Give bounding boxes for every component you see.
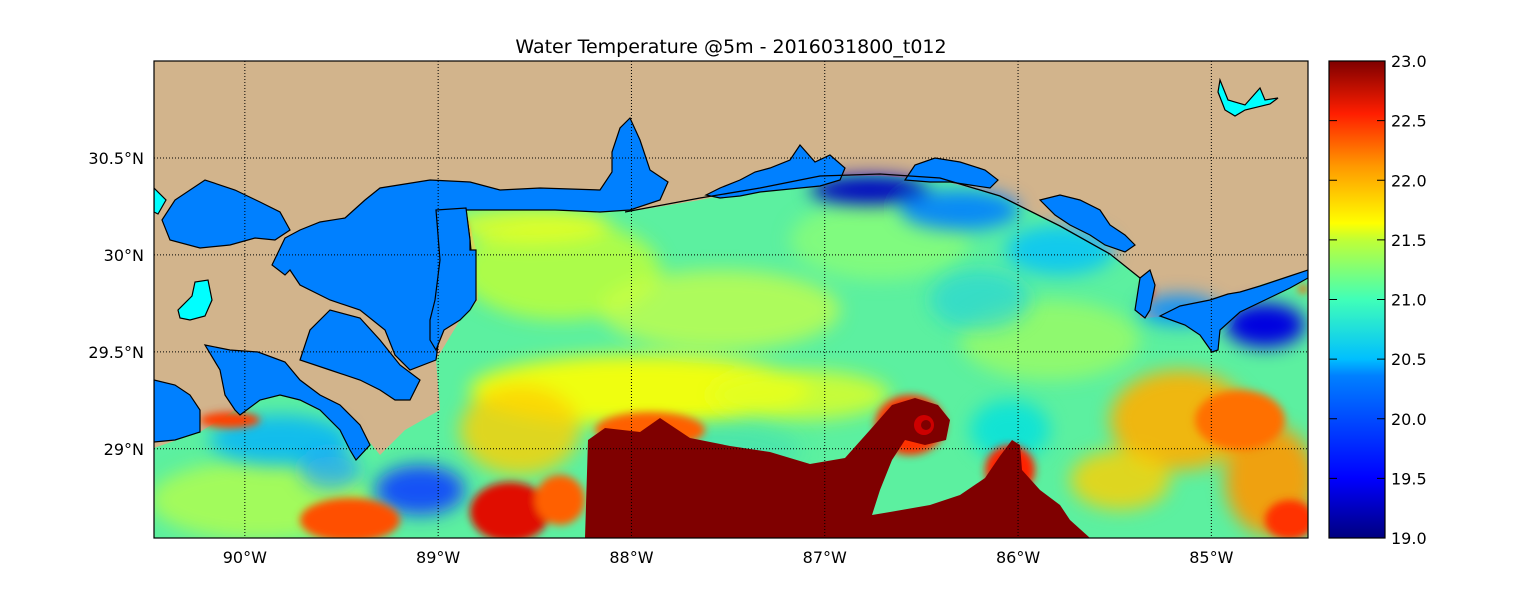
x-tick-label: 87°W (803, 548, 847, 567)
colorbar-tick-label: 23.0 (1391, 52, 1427, 71)
x-tick-label: 85°W (1189, 548, 1233, 567)
y-tick-label: 30°N (104, 246, 144, 265)
temperature-field (154, 176, 1308, 538)
warm-core (585, 398, 1090, 538)
x-tick-label: 89°W (416, 548, 460, 567)
colorbar-tick-label: 22.5 (1391, 112, 1427, 131)
x-tick-label: 90°W (223, 548, 267, 567)
lakes (154, 77, 1279, 321)
colorbar-tick-label: 21.5 (1391, 231, 1427, 250)
colorbar-tick-label: 19.0 (1391, 529, 1427, 548)
colorbar-tick-label: 20.5 (1391, 350, 1427, 369)
y-tick-label: 29°N (104, 440, 144, 459)
map-frame (153, 60, 1309, 539)
colorbar-tick-label: 22.0 (1391, 171, 1427, 190)
colorbar-ticks: 23.0 22.5 22.0 21.5 21.0 20.5 20.0 19.5 19.0 (1329, 52, 1427, 548)
x-tick-label: 88°W (609, 548, 653, 567)
colorbar-tick-label: 19.5 (1391, 469, 1427, 488)
inland-water (154, 116, 1308, 461)
y-tick-label: 29.5°N (88, 343, 144, 362)
figure-title: Water Temperature @5m - 2016031800_t012 (515, 36, 946, 58)
y-tick-label: 30.5°N (88, 149, 144, 168)
graticule (154, 61, 1308, 538)
x-axis: 90°W 89°W 88°W 87°W 86°W 85°W (223, 548, 1234, 567)
colorbar-tick-label: 21.0 (1391, 291, 1427, 310)
y-axis: 30.5°N 30°N 29.5°N 29°N (88, 149, 144, 459)
colorbar (1328, 60, 1386, 539)
x-tick-label: 86°W (996, 548, 1040, 567)
map-plot-area (154, 61, 1308, 538)
colorbar-tick-label: 20.0 (1391, 410, 1427, 429)
